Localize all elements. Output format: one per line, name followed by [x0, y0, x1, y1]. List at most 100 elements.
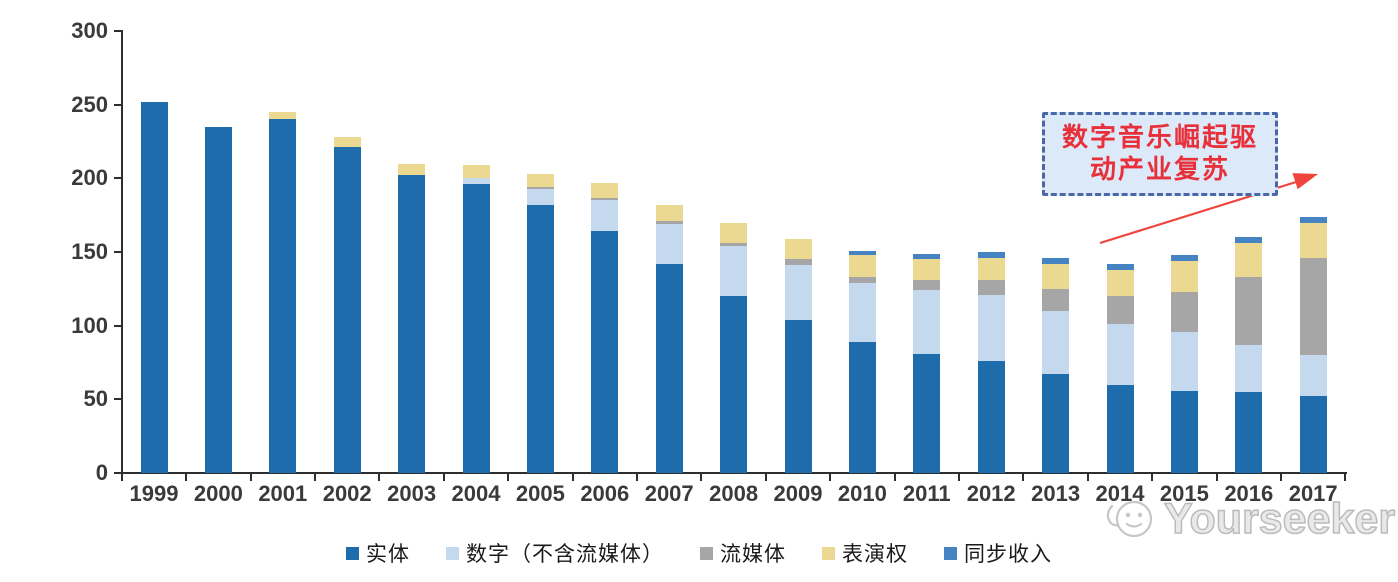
x-tick-mark	[378, 474, 381, 481]
bar-2016	[1235, 237, 1263, 473]
x-tick-mark	[1344, 474, 1347, 481]
bar-segment-2003-实体	[398, 175, 426, 473]
x-tick-mark	[1215, 474, 1218, 481]
x-tick-label: 2011	[902, 481, 951, 506]
bar-segment-2012-实体	[977, 361, 1005, 473]
y-tick-label: 100	[71, 312, 108, 338]
bar-segment-2007-表演权	[655, 204, 683, 222]
y-axis-line	[121, 30, 123, 474]
bar-segment-2009-流媒体	[784, 259, 812, 266]
bar-segment-2002-实体	[333, 147, 361, 473]
annotation-text-line1: 数字音乐崛起驱	[1061, 122, 1258, 152]
bar-segment-2004-表演权	[462, 165, 490, 179]
x-tick-label: 2009	[773, 481, 823, 506]
bar-2008	[720, 222, 748, 473]
bar-2000	[204, 126, 232, 473]
bar-segment-2009-表演权	[784, 238, 812, 260]
bar-segment-2011-同步收入	[913, 253, 941, 260]
watermark-text: Yourseeker	[1163, 494, 1396, 544]
bar-segment-2014-表演权	[1106, 269, 1134, 297]
bar-segment-2008-表演权	[720, 222, 748, 244]
bar-segment-2003-表演权	[398, 163, 426, 176]
y-tick-label: 50	[83, 386, 108, 412]
bar-2002	[333, 137, 361, 473]
bar-segment-2006-流媒体	[591, 197, 619, 201]
x-tick-mark	[829, 474, 832, 481]
bar-segment-2005-数字（不含流媒体）	[526, 188, 554, 205]
bar-segment-2002-表演权	[333, 137, 361, 148]
bar-2004	[462, 165, 490, 473]
bar-segment-2016-流媒体	[1235, 277, 1263, 345]
x-tick-label: 2013	[1031, 481, 1081, 506]
x-axis-line	[121, 472, 1347, 474]
chart-legend: 实体 数字（不含流媒体） 流媒体 表演权 同步收入	[0, 538, 1398, 568]
bar-segment-2006-表演权	[591, 182, 619, 198]
bar-2012	[977, 252, 1005, 473]
bar-2007	[655, 204, 683, 473]
x-tick-mark	[1151, 474, 1154, 481]
bar-segment-2016-实体	[1235, 391, 1263, 473]
bar-segment-2005-流媒体	[526, 187, 554, 189]
bar-segment-2017-实体	[1299, 396, 1327, 473]
x-tick-label: 2004	[451, 481, 501, 506]
bar-segment-2005-实体	[526, 204, 554, 473]
bar-segment-2016-表演权	[1235, 243, 1263, 278]
y-tick-label: 200	[71, 165, 108, 191]
bar-segment-2011-表演权	[913, 259, 941, 281]
x-tick-mark	[1280, 474, 1282, 481]
x-tick-mark	[1022, 474, 1025, 481]
legend-label: 流媒体	[720, 542, 786, 566]
bar-segment-2015-实体	[1170, 390, 1198, 473]
bar-segment-2011-实体	[913, 353, 941, 473]
bar-segment-2007-流媒体	[655, 221, 683, 225]
bar-segment-2017-表演权	[1299, 222, 1327, 258]
y-tick-mark	[114, 398, 121, 401]
x-tick-mark	[442, 474, 445, 481]
bar-segment-2015-表演权	[1170, 260, 1198, 292]
bar-segment-2012-数字（不含流媒体）	[977, 294, 1005, 362]
legend-item: 流媒体	[700, 538, 786, 568]
bar-segment-2011-流媒体	[913, 280, 941, 291]
x-tick-mark	[185, 474, 188, 481]
x-tick-mark	[571, 474, 574, 481]
bar-segment-2013-流媒体	[1042, 288, 1070, 311]
x-tick-mark	[636, 474, 638, 481]
x-tick-mark	[893, 474, 896, 481]
bar-segment-2010-表演权	[848, 254, 876, 278]
legend-label: 数字（不含流媒体）	[466, 542, 664, 566]
y-tick-label: 150	[71, 239, 108, 264]
bar-segment-2012-流媒体	[977, 280, 1005, 295]
legend-item: 实体	[346, 538, 410, 568]
bar-segment-2014-数字（不含流媒体）	[1106, 324, 1134, 385]
legend-item: 数字（不含流媒体）	[446, 538, 664, 568]
annotation-text-line2: 动产业复苏	[1089, 155, 1230, 184]
bar-2014	[1106, 263, 1134, 473]
bar-segment-2014-实体	[1106, 384, 1134, 473]
y-tick-mark	[114, 103, 121, 106]
bar-segment-2006-实体	[591, 231, 619, 473]
x-tick-mark	[764, 474, 767, 481]
y-tick-mark	[114, 30, 121, 32]
bar-segment-2015-流媒体	[1170, 291, 1198, 332]
annotation-callout: 数字音乐崛起驱 动产业复苏	[1042, 112, 1278, 196]
bar-segment-2007-数字（不含流媒体）	[655, 224, 683, 264]
bar-2015	[1170, 254, 1198, 473]
x-tick-mark	[1086, 474, 1089, 481]
bar-2010	[848, 250, 876, 473]
bar-segment-1999-实体	[140, 101, 168, 473]
y-tick-mark	[114, 177, 121, 180]
x-tick-label: 2007	[644, 481, 694, 506]
bar-segment-2010-实体	[848, 341, 876, 473]
x-tick-label: 2001	[258, 481, 308, 506]
x-tick-label: 1999	[129, 481, 179, 506]
x-tick-mark	[249, 474, 252, 481]
bar-segment-2014-同步收入	[1106, 263, 1134, 270]
bar-segment-2010-流媒体	[848, 277, 876, 283]
x-tick-label: 2005	[515, 481, 565, 506]
legend-swatch-icon	[346, 546, 359, 560]
bar-segment-2015-同步收入	[1170, 254, 1198, 261]
bar-2013	[1042, 257, 1070, 473]
bar-segment-2001-表演权	[269, 112, 297, 120]
bar-2011	[913, 253, 941, 473]
